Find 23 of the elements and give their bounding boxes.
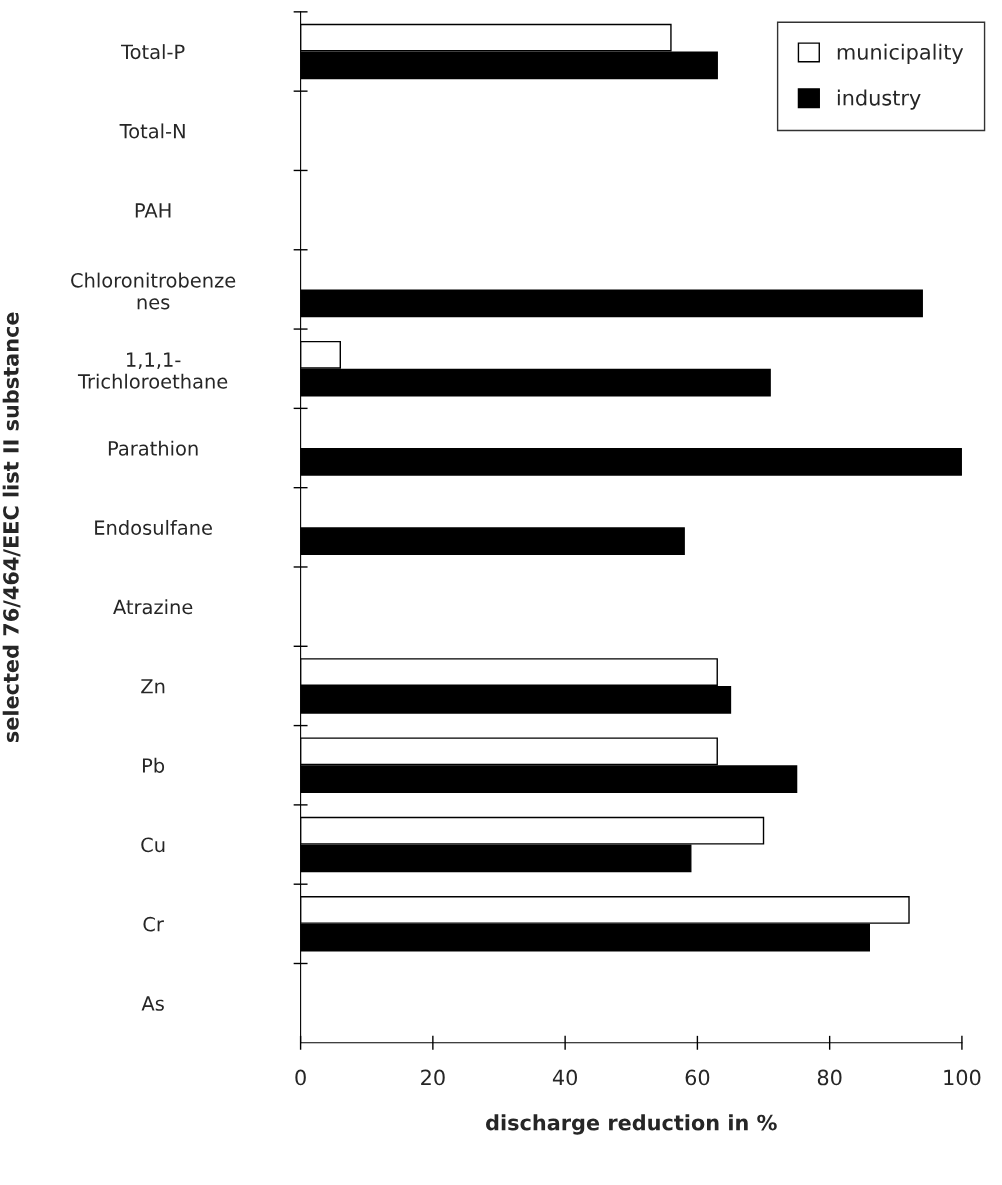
- x-tick-label: 40: [552, 1069, 577, 1086]
- x-tick-label: 80: [817, 1069, 842, 1086]
- y-tick-label: Parathion: [108, 440, 198, 456]
- y-tick-label: PAH: [135, 203, 171, 218]
- y-tick-label: Total-P: [120, 44, 185, 60]
- x-tick-label: 60: [685, 1069, 710, 1086]
- y-tick-label: Zn: [141, 679, 165, 694]
- y-tick-label: Pb: [143, 757, 165, 773]
- y-tick-label: Cu: [141, 837, 165, 853]
- y-tick-label: Endosulfane: [95, 519, 212, 535]
- y-tick-label: Total-N: [119, 123, 185, 139]
- y-tick-label: As: [141, 996, 164, 1011]
- x-tick-label: 0: [295, 1069, 306, 1086]
- legend-label: industry: [837, 89, 921, 110]
- x-axis-title: discharge reduction in %: [486, 1114, 777, 1135]
- y-tick-label: Chloronitrobenze nes: [71, 272, 236, 310]
- y-axis-title: selected 76/464/EEC list II substance: [2, 312, 21, 743]
- y-tick-label: Atrazine: [113, 599, 193, 615]
- x-tick-label: 20: [421, 1069, 445, 1086]
- y-tick-label: 1,1,1- Trichloroethane: [77, 352, 228, 389]
- legend-label: municipality: [837, 43, 964, 64]
- x-tick-label: 100: [944, 1069, 981, 1086]
- y-tick-label: Cr: [143, 916, 164, 932]
